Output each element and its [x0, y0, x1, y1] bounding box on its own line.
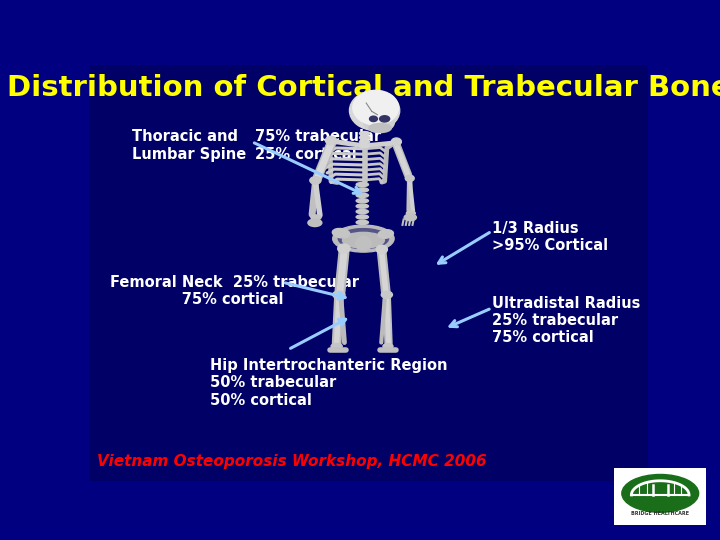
Ellipse shape	[356, 188, 369, 192]
Ellipse shape	[359, 140, 369, 144]
Ellipse shape	[333, 228, 350, 238]
Text: 1/3 Radius
>95% Cortical: 1/3 Radius >95% Cortical	[492, 221, 608, 253]
Ellipse shape	[353, 90, 399, 125]
Ellipse shape	[382, 291, 392, 298]
Ellipse shape	[311, 215, 321, 220]
Ellipse shape	[338, 228, 389, 248]
Ellipse shape	[333, 225, 394, 252]
Ellipse shape	[369, 124, 392, 133]
Ellipse shape	[308, 219, 322, 227]
Ellipse shape	[379, 116, 390, 122]
Ellipse shape	[349, 91, 400, 130]
Ellipse shape	[359, 136, 369, 139]
Ellipse shape	[356, 193, 369, 198]
Text: 75% trabecular
25% cortical: 75% trabecular 25% cortical	[255, 129, 381, 161]
Ellipse shape	[359, 132, 369, 136]
Ellipse shape	[406, 211, 415, 215]
Text: Ultradistal Radius
25% trabecular
75% cortical: Ultradistal Radius 25% trabecular 75% co…	[492, 295, 640, 346]
Ellipse shape	[359, 144, 369, 148]
Text: Hip Intertrochanteric Region
50% trabecular
50% cortical: Hip Intertrochanteric Region 50% trabecu…	[210, 358, 447, 408]
Ellipse shape	[356, 220, 369, 225]
Text: Femoral Neck  25% trabecular
              75% cortical: Femoral Neck 25% trabecular 75% cortical	[109, 275, 359, 307]
Ellipse shape	[331, 343, 342, 349]
Ellipse shape	[356, 215, 369, 219]
Ellipse shape	[404, 214, 416, 221]
Ellipse shape	[369, 116, 377, 122]
Ellipse shape	[325, 136, 337, 145]
Ellipse shape	[356, 210, 369, 214]
Ellipse shape	[405, 175, 414, 181]
Text: Thoracic and
Lumbar Spine: Thoracic and Lumbar Spine	[132, 129, 246, 161]
Ellipse shape	[622, 475, 698, 512]
Ellipse shape	[377, 245, 387, 254]
Ellipse shape	[356, 204, 369, 208]
Ellipse shape	[333, 291, 345, 299]
Text: Vietnam Osteoporosis Workshop, HCMC 2006: Vietnam Osteoporosis Workshop, HCMC 2006	[96, 454, 486, 469]
Ellipse shape	[356, 183, 369, 187]
Text: BRIDGE HEALTHCARE: BRIDGE HEALTHCARE	[631, 511, 689, 516]
Ellipse shape	[378, 230, 393, 238]
Ellipse shape	[356, 237, 372, 251]
Text: Distribution of Cortical and Trabecular Bone: Distribution of Cortical and Trabecular …	[7, 74, 720, 102]
Ellipse shape	[356, 199, 369, 203]
Ellipse shape	[338, 244, 350, 253]
Ellipse shape	[364, 112, 395, 132]
Ellipse shape	[343, 232, 384, 248]
Ellipse shape	[383, 343, 393, 349]
Ellipse shape	[392, 138, 401, 145]
Ellipse shape	[310, 177, 321, 184]
